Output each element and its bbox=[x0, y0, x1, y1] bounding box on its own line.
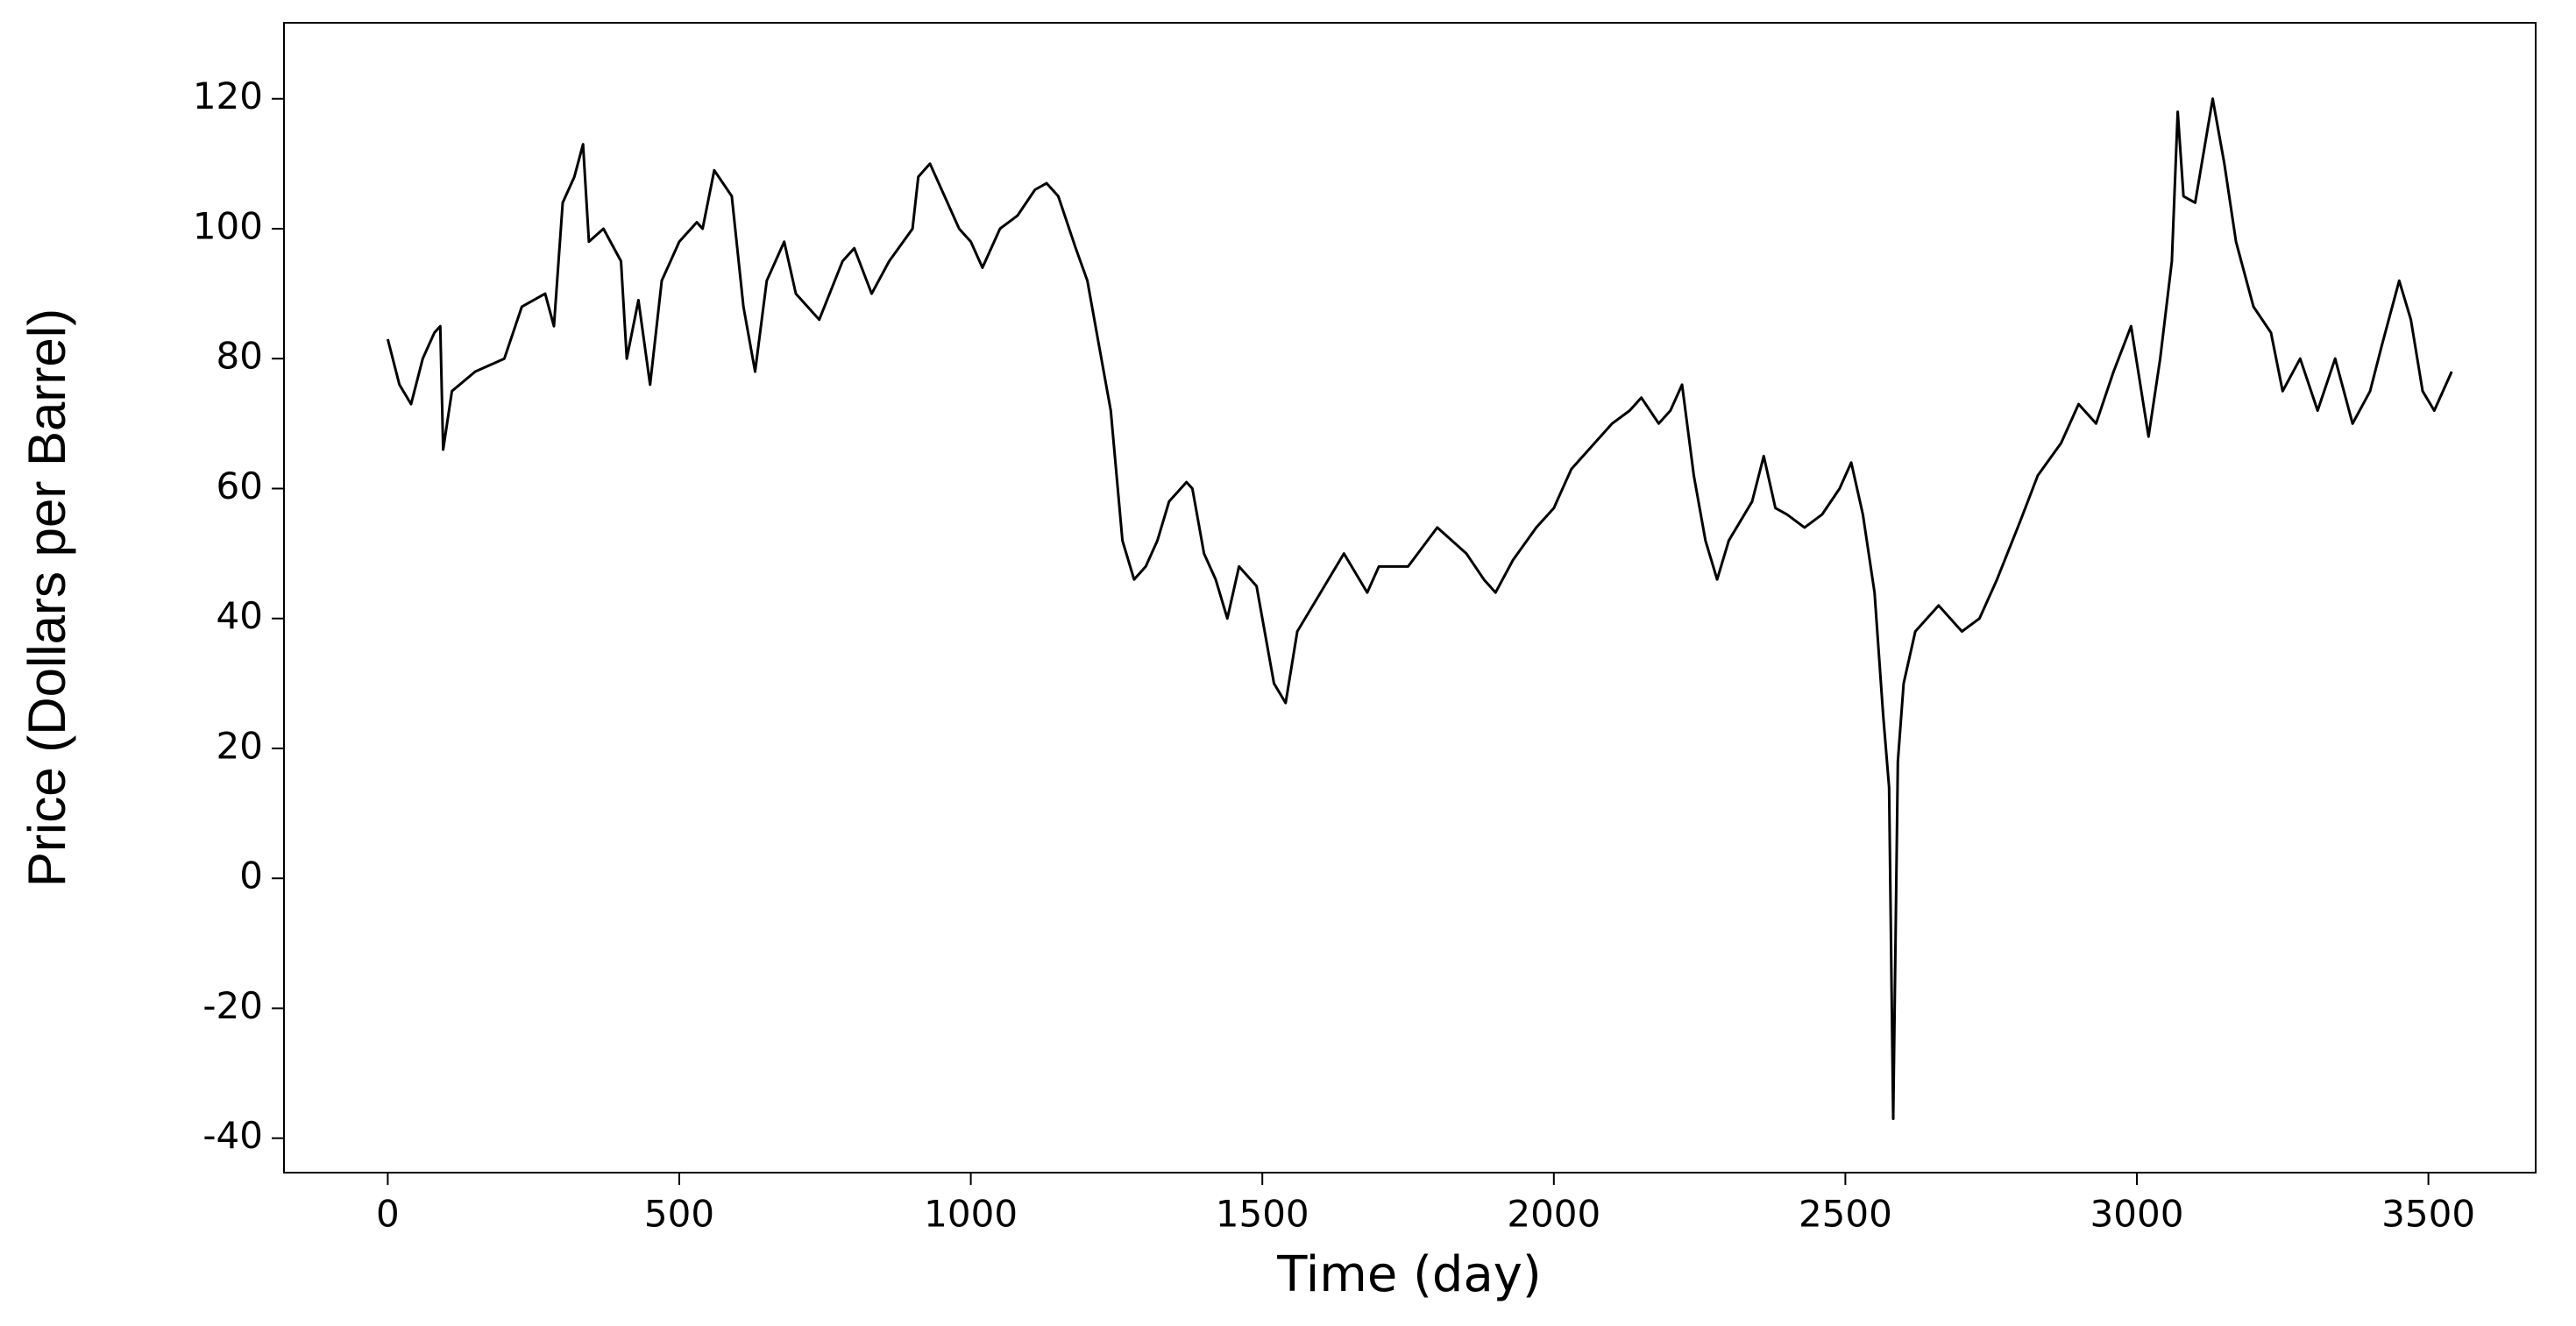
y-tick-label: 120 bbox=[193, 74, 263, 117]
x-tick-label: 1000 bbox=[924, 1193, 1018, 1236]
y-tick-label: 60 bbox=[216, 464, 263, 507]
x-tick-label: 2000 bbox=[1507, 1193, 1600, 1236]
x-tick-label: 3500 bbox=[2381, 1193, 2475, 1236]
y-tick-label: -40 bbox=[202, 1114, 263, 1157]
y-tick-label: 80 bbox=[216, 335, 263, 378]
x-axis-label: Time (day) bbox=[1276, 1246, 1542, 1303]
y-tick-label: 0 bbox=[239, 854, 263, 897]
x-tick-label: 3000 bbox=[2090, 1193, 2184, 1236]
plot-frame bbox=[283, 22, 2537, 1174]
y-tick-label: 100 bbox=[193, 204, 263, 247]
x-tick-label: 1500 bbox=[1216, 1193, 1309, 1236]
y-tick-label: -20 bbox=[202, 984, 263, 1027]
price-line bbox=[386, 97, 2453, 1120]
x-tick-label: 500 bbox=[644, 1193, 714, 1236]
y-tick-label: 40 bbox=[216, 594, 263, 637]
y-axis-label: Price (Dollars per Barrel) bbox=[18, 308, 76, 887]
x-tick-label: 2500 bbox=[1799, 1193, 1892, 1236]
y-tick-label: 20 bbox=[216, 724, 263, 767]
x-tick-label: 0 bbox=[376, 1193, 400, 1236]
